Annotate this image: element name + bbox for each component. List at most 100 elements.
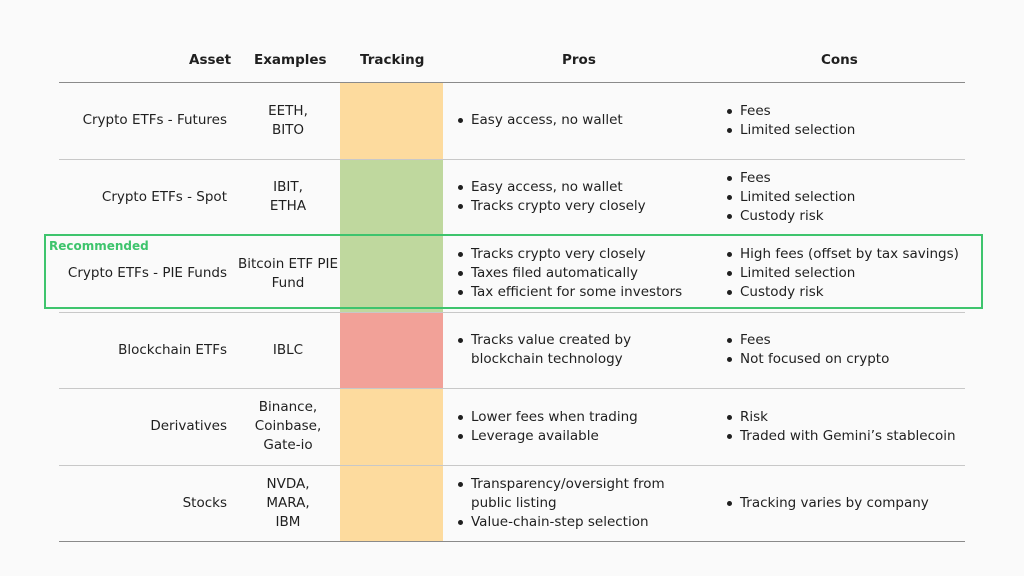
cons-list: Fees Limited selection (726, 102, 965, 140)
con-item: Custody risk (726, 283, 965, 302)
pros-cell: Easy access, no wallet (457, 83, 707, 159)
con-item: Limited selection (726, 121, 965, 140)
example-ticker: IBIT, (273, 179, 303, 196)
asset-cell: Crypto ETFs - Futures (59, 83, 227, 159)
asset-name: Derivatives (150, 418, 227, 435)
table-body: Crypto ETFs - Futures EETH, BITO Easy acces… (59, 83, 965, 542)
example-ticker: MARA, (266, 494, 310, 511)
pro-item: Easy access, no wallet (457, 111, 707, 130)
pros-cell: Tracks value created by blockchain techn… (457, 313, 707, 389)
table-row: Blockchain ETFs IBLC Tracks value created … (59, 312, 965, 389)
con-item: Traded with Gemini’s stablecoin (726, 427, 965, 446)
examples-cell: IBIT, ETHA (235, 160, 341, 236)
examples-cell: Bitcoin ETF PIE Fund (235, 236, 341, 312)
example-ticker: NVDA, (266, 475, 310, 492)
asset-name: Crypto ETFs - Spot (101, 188, 227, 205)
cons-list: High fees (offset by tax savings) Limited… (726, 245, 965, 302)
header-tracking: Tracking (360, 52, 425, 68)
comparison-table: Asset Examples Tracking Pros Cons Crypto… (59, 40, 965, 542)
pro-item: Easy access, no wallet (457, 178, 707, 197)
cons-list: Tracking varies by company (726, 494, 965, 513)
cons-cell: Tracking varies by company (726, 466, 965, 542)
asset-cell: Stocks (59, 466, 227, 542)
header-examples: Examples (254, 52, 327, 68)
table-row: Crypto ETFs - PIE Funds Bitcoin ETF PIE Fu… (59, 236, 965, 313)
con-item: Risk (726, 408, 965, 427)
examples-cell: EETH, BITO (235, 83, 341, 159)
con-item: Fees (726, 169, 965, 188)
con-item: Limited selection (726, 264, 965, 283)
pro-item: Tracks crypto very closely (457, 245, 707, 264)
pro-item: Tracks crypto very closely (457, 197, 707, 216)
example-ticker: IBLC (272, 341, 304, 358)
pros-list: Easy access, no wallet (457, 111, 707, 130)
pros-cell: Lower fees when trading Leverage availabl… (457, 389, 707, 465)
table-row: Derivatives Binance, Coinbase, Gate-io Lower… (59, 389, 965, 466)
pro-item: Transparency/oversight from public listi… (457, 475, 707, 513)
asset-name: Crypto ETFs - PIE Funds (67, 265, 227, 282)
pro-item: Value-chain-step selection (457, 513, 707, 532)
tracking-green-swatch (340, 159, 443, 235)
pros-cell: Transparency/oversight from public listi… (457, 466, 707, 542)
table-row: Crypto ETFs - Futures EETH, BITO Easy acces… (59, 83, 965, 160)
con-item: Fees (726, 102, 965, 121)
asset-name: Blockchain ETFs (118, 341, 227, 358)
asset-cell: Blockchain ETFs (59, 313, 227, 389)
tracking-orange-swatch (340, 389, 443, 465)
header-asset: Asset (189, 52, 232, 68)
table-row: Crypto ETFs - Spot IBIT, ETHA Easy access, … (59, 159, 965, 236)
con-item: Not focused on crypto (726, 350, 965, 369)
example-ticker: BITO (271, 121, 305, 138)
pros-list: Transparency/oversight from public listi… (457, 475, 707, 532)
pros-list: Tracks crypto very closely Taxes filed au… (457, 245, 707, 302)
header-cons: Cons (821, 52, 858, 68)
tracking-orange-swatch (340, 83, 443, 159)
asset-cell: Crypto ETFs - PIE Funds (59, 236, 227, 312)
example-ticker: IBM (275, 513, 301, 530)
pro-item: Lower fees when trading (457, 408, 707, 427)
pros-list: Tracks value created by blockchain techn… (457, 331, 707, 369)
example-ticker: Fund (271, 274, 305, 291)
con-item: Fees (726, 331, 965, 350)
con-item: High fees (offset by tax savings) (726, 245, 965, 264)
asset-cell: Derivatives (59, 389, 227, 465)
table-row: Stocks NVDA, MARA, IBM Transparency/oversigh… (59, 465, 965, 542)
asset-cell: Crypto ETFs - Spot (59, 160, 227, 236)
cons-cell: Fees Not focused on crypto (726, 313, 965, 389)
examples-cell: IBLC (235, 313, 341, 389)
con-item: Limited selection (726, 188, 965, 207)
pro-item: Tracks value created by blockchain techn… (457, 331, 707, 369)
pro-item: Taxes filed automatically (457, 264, 707, 283)
cons-cell: High fees (offset by tax savings) Limited… (726, 236, 965, 312)
cons-list: Risk Traded with Gemini’s stablecoin (726, 408, 965, 446)
example-ticker: Coinbase, (254, 418, 322, 435)
cons-cell: Fees Limited selection (726, 83, 965, 159)
tracking-green-swatch (340, 236, 443, 312)
cons-list: Fees Limited selection Custody risk (726, 169, 965, 226)
cons-cell: Fees Limited selection Custody risk (726, 160, 965, 236)
pros-list: Lower fees when trading Leverage availabl… (457, 408, 707, 446)
example-ticker: EETH, (268, 102, 308, 119)
pro-item: Leverage available (457, 427, 707, 446)
asset-name: Crypto ETFs - Futures (82, 112, 227, 129)
con-item: Custody risk (726, 207, 965, 226)
examples-cell: Binance, Coinbase, Gate-io (235, 389, 341, 465)
pro-item: Tax efficient for some investors (457, 283, 707, 302)
example-ticker: Binance, (258, 399, 318, 416)
header-pros: Pros (562, 52, 596, 68)
pros-cell: Easy access, no wallet Tracks crypto very… (457, 160, 707, 236)
tracking-red-swatch (340, 312, 443, 388)
example-ticker: Gate-io (263, 437, 313, 454)
examples-cell: NVDA, MARA, IBM (235, 466, 341, 542)
asset-name: Stocks (182, 494, 227, 511)
recommended-label: Recommended (49, 239, 149, 253)
cons-cell: Risk Traded with Gemini’s stablecoin (726, 389, 965, 465)
example-ticker: Bitcoin ETF PIE (237, 255, 339, 272)
tracking-orange-swatch (340, 465, 443, 541)
table-header: Asset Examples Tracking Pros Cons (59, 40, 965, 83)
cons-list: Fees Not focused on crypto (726, 331, 965, 369)
pros-cell: Tracks crypto very closely Taxes filed au… (457, 236, 707, 312)
example-ticker: ETHA (269, 198, 307, 215)
pros-list: Easy access, no wallet Tracks crypto very… (457, 178, 707, 216)
con-item: Tracking varies by company (726, 494, 965, 513)
